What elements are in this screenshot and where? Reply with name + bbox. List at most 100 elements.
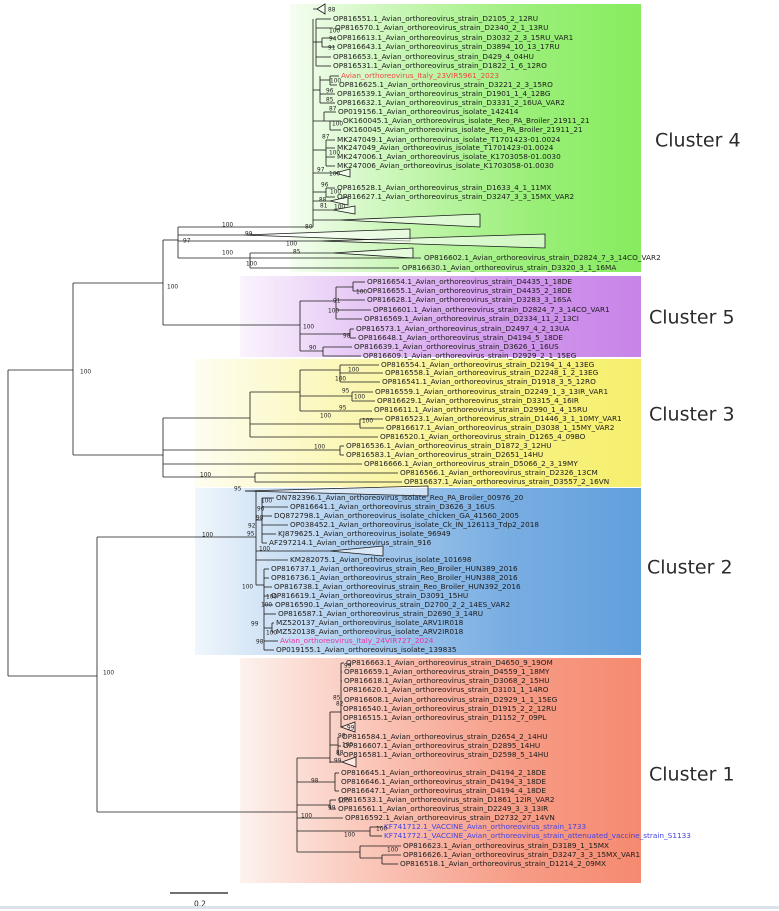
- leaf-label: OP816627.1_Avian_orthoreovirus_strain_D3…: [337, 192, 574, 201]
- leaf-label: OP816541.1_Avian_orthoreovirus_strain_D1…: [382, 377, 596, 386]
- leaf-label: MK247006.1_Avian_orthoreovirus_isolate_K…: [337, 152, 561, 161]
- leaf-label: ON782396.1_Avian_orthoreovirus_isolate_R…: [276, 493, 524, 502]
- bootstrap-value: 85: [333, 696, 341, 702]
- leaf-label: OP816632.1_Avian_orthoreovirus_strain_D3…: [337, 98, 565, 107]
- cluster-3-band: [195, 359, 641, 487]
- leaf-label: OP816663.1_Avian_orthoreovirus_strain_D4…: [346, 658, 553, 667]
- leaf-label: OP816736.1_Avian_orthoreovirus_strain_Re…: [271, 573, 518, 582]
- cluster-4-band: [290, 4, 641, 272]
- bootstrap-value: 100: [314, 445, 325, 451]
- bootstrap-value: 100: [261, 603, 272, 609]
- collapsed-clade-triangle: [339, 721, 356, 733]
- leaf-label: OP816515.1_Avian_orthoreovirus_strain_D1…: [343, 713, 547, 722]
- bootstrap-value: 100: [348, 368, 359, 374]
- leaf-label: OP816666.1_Avian_orthoreovirus_strain_D5…: [364, 459, 578, 468]
- bootstrap-value: 100: [329, 151, 340, 157]
- bootstrap-value: 81: [320, 204, 328, 210]
- leaf-label: OP816566.1_Avian_orthoreovirus_strain_D2…: [400, 468, 598, 477]
- bootstrap-value: 100: [222, 251, 233, 257]
- collapsed-clade-triangle: [332, 205, 356, 215]
- bootstrap-value: 100: [222, 223, 233, 229]
- bootstrap-value: 100: [330, 190, 341, 196]
- leaf-label: DQ872798.1_Avian_orthoreovirus_isolate_c…: [274, 511, 519, 520]
- leaf-label: OP816608.1_Avian_orthoreovirus_strain_D2…: [344, 695, 558, 704]
- bootstrap-value: 100: [376, 827, 387, 833]
- leaf-label: OP816737.1_Avian_orthoreovirus_strain_Re…: [271, 564, 518, 573]
- leaf-label-highlighted: Avian_orthoreovirus_Italy_23VIR5961_2023: [341, 71, 499, 80]
- leaf-label: OP816643.1_Avian_orthoreovirus_strain_D3…: [337, 42, 560, 51]
- leaf-label-highlighted: KF741772.1_VACCINE_Avian_orthoreovirus_s…: [384, 831, 691, 840]
- leaf-label: OP816609.1_Avian_orthoreovirus_strain_D2…: [363, 351, 577, 360]
- leaf-label: OP816738.1_Avian_orthoreovirus_strain_Re…: [274, 582, 521, 591]
- leaf-label: OP816654.1_Avian_orthoreovirus_strain_D4…: [367, 277, 572, 286]
- bootstrap-value: 95: [247, 532, 255, 538]
- bootstrap-value: 100: [259, 547, 270, 553]
- leaf-label: OP816655.1_Avian_orthoreovirus_strain_D4…: [367, 286, 572, 295]
- leaf-label: OP816626.1_Avian_orthoreovirus_strain_D3…: [403, 850, 640, 859]
- leaf-label: OP816533.1_Avian_orthoreovirus_strain_D1…: [338, 795, 555, 804]
- leaf-label: OP816573.1_Avian_orthoreovirus_strain_D2…: [356, 324, 569, 333]
- collapsed-clades-layer: [242, 3, 546, 768]
- bootstrap-value: 100: [303, 325, 314, 331]
- cluster-3-label: Cluster 3: [649, 404, 735, 426]
- cluster-2-label: Cluster 2: [647, 557, 733, 579]
- bootstrap-value: 85: [293, 250, 301, 256]
- leaf-label: OP816601.1_Avian_orthoreovirus_strain_D2…: [373, 305, 610, 314]
- bootstrap-value: 100: [354, 395, 365, 401]
- leaf-label: OP816617.1_Avian_orthoreovirus_strain_D3…: [386, 423, 614, 432]
- leaf-label: OP816583.1_Avian_orthoreovirus_strain_D2…: [346, 450, 543, 459]
- bootstrap-value: 98: [338, 734, 346, 740]
- bootstrap-value: 99: [344, 664, 352, 670]
- leaf-label: OP816551.1_Avian_orthoreovirus_strain_D2…: [333, 14, 538, 23]
- leaf-label: OP816613.1_Avian_orthoreovirus_strain_D3…: [337, 33, 573, 42]
- leaf-label: OP019155.1_Avian_orthoreovirus_isolate_1…: [276, 645, 457, 654]
- bootstrap-value: 98: [343, 334, 351, 340]
- bootstrap-value: 100: [330, 79, 341, 85]
- bootstrap-value: 98: [311, 779, 319, 785]
- leaf-label: OP816590.1_Avian_orthoreovirus_strain_D2…: [275, 600, 510, 609]
- bootstrap-value: 100: [342, 743, 353, 749]
- bootstrap-value: 99: [347, 726, 355, 732]
- leaf-label: OP816623.1_Avian_orthoreovirus_strain_D3…: [403, 841, 609, 850]
- bootstrap-value: 95: [339, 406, 347, 412]
- leaf-label: OP816629.1_Avian_orthoreovirus_strain_D3…: [377, 396, 579, 405]
- leaf-labels-layer: OP816551.1_Avian_orthoreovirus_strain_D2…: [269, 14, 691, 868]
- bootstrap-value: 88: [319, 198, 327, 204]
- cluster-1-band: [240, 658, 641, 883]
- leaf-label: OP816528.1_Avian_orthoreovirus_strain_D1…: [337, 183, 551, 192]
- bootstrap-value: 100: [202, 533, 213, 539]
- bootstrap-value: 100: [242, 585, 253, 591]
- leaf-label: OP816637.1_Avian_orthoreovirus_strain_D3…: [404, 477, 609, 486]
- collapsed-clade-triangle: [340, 756, 357, 768]
- leaf-label: MK247049.1_Avian_orthoreovirus_isolate_T…: [337, 135, 561, 144]
- bootstrap-value: 85: [326, 98, 334, 104]
- bootstrap-value: 80: [305, 225, 313, 231]
- leaf-label: OP816659.1_Avian_orthoreovirus_strain_D4…: [344, 667, 550, 676]
- bottom-window-strip: [0, 906, 779, 909]
- bootstrap-value: 88: [328, 8, 336, 14]
- leaf-label: OP816618.1_Avian_orthoreovirus_strain_D3…: [344, 676, 550, 685]
- bootstrap-value: 94: [329, 37, 337, 43]
- branches-layer: [7, 8, 421, 865]
- bootstrap-value: 87: [322, 135, 330, 141]
- bootstrap-value: 100: [328, 309, 339, 315]
- bootstrap-value: 100: [329, 29, 340, 35]
- leaf-label: OP816630.1_Avian_orthoreovirus_strain_D3…: [402, 263, 616, 272]
- bootstrap-value: 98: [256, 640, 264, 646]
- leaf-label: OP816554.1_Avian_orthoreovirus_strain_D2…: [381, 360, 595, 369]
- leaf-label: OP816558.1_Avian_orthoreovirus_strain_D2…: [385, 368, 599, 377]
- leaf-label: OP019156.1_Avian_orthoreovirus_isolate_1…: [338, 107, 519, 116]
- leaf-label: OP816619.1_Avian_orthoreovirus_strain_D3…: [271, 591, 468, 600]
- collapsed-clade-triangle: [244, 485, 429, 497]
- collapsed-clade-triangle: [333, 168, 351, 178]
- bootstrap-value: 99: [245, 232, 253, 238]
- bootstrap-value: 88: [336, 751, 344, 757]
- bootstrap-value: 100: [338, 799, 349, 805]
- leaf-label: OP816641.1_Avian_orthoreovirus_strain_D3…: [290, 502, 495, 511]
- cluster-4-label: Cluster 4: [655, 130, 741, 152]
- scale-bar-layer: 0.2: [170, 892, 228, 909]
- leaf-label: MK247006_Avian_orthoreovirus_isolate_K17…: [337, 161, 554, 170]
- bootstrap-value: 92: [248, 524, 256, 530]
- leaf-label: OP816587.1_Avian_orthoreovirus_strain_D2…: [278, 609, 483, 618]
